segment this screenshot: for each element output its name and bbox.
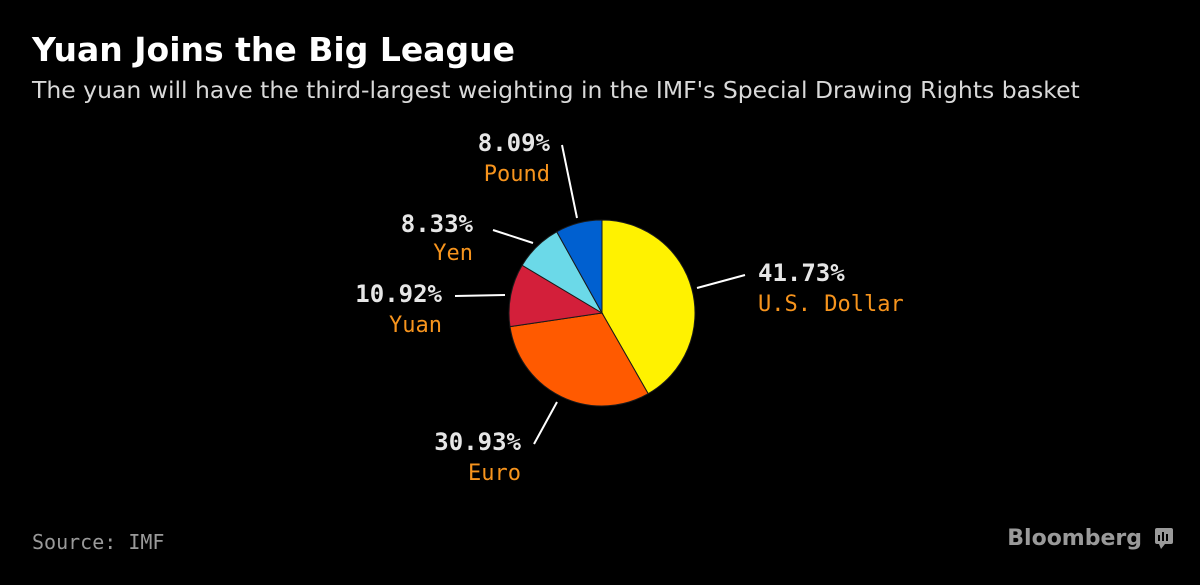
value-label-us-dollar: 41.73% [758, 259, 845, 287]
leader-line-us-dollar [696, 274, 746, 289]
value-label-euro: 30.93% [434, 428, 521, 456]
pie-slice-pound [556, 219, 603, 315]
category-label-euro: Euro [468, 461, 521, 486]
category-label-yen: Yen [433, 241, 473, 266]
leader-line-euro [533, 401, 558, 445]
leader-line-yen [492, 229, 534, 244]
category-label-pound: Pound [484, 162, 550, 187]
bloomberg-terminal-icon [1155, 528, 1173, 549]
value-label-yuan: 10.92% [355, 280, 442, 308]
category-label-yuan: Yuan [389, 313, 442, 338]
category-label-us-dollar: U.S. Dollar [758, 292, 904, 317]
pie-slice-us-dollar [601, 219, 696, 395]
bloomberg-logo: Bloomberg [1007, 526, 1142, 551]
chart-title: Yuan Joins the Big League [32, 30, 516, 69]
source-note: Source: IMF [32, 530, 165, 554]
chart-subtitle: The yuan will have the third-largest wei… [32, 76, 1080, 104]
pie-slice-euro [509, 312, 649, 407]
leader-line-pound [561, 144, 578, 219]
leader-line-yuan [454, 294, 506, 297]
value-label-pound: 8.09% [478, 129, 551, 157]
value-label-yen: 8.33% [401, 210, 474, 238]
